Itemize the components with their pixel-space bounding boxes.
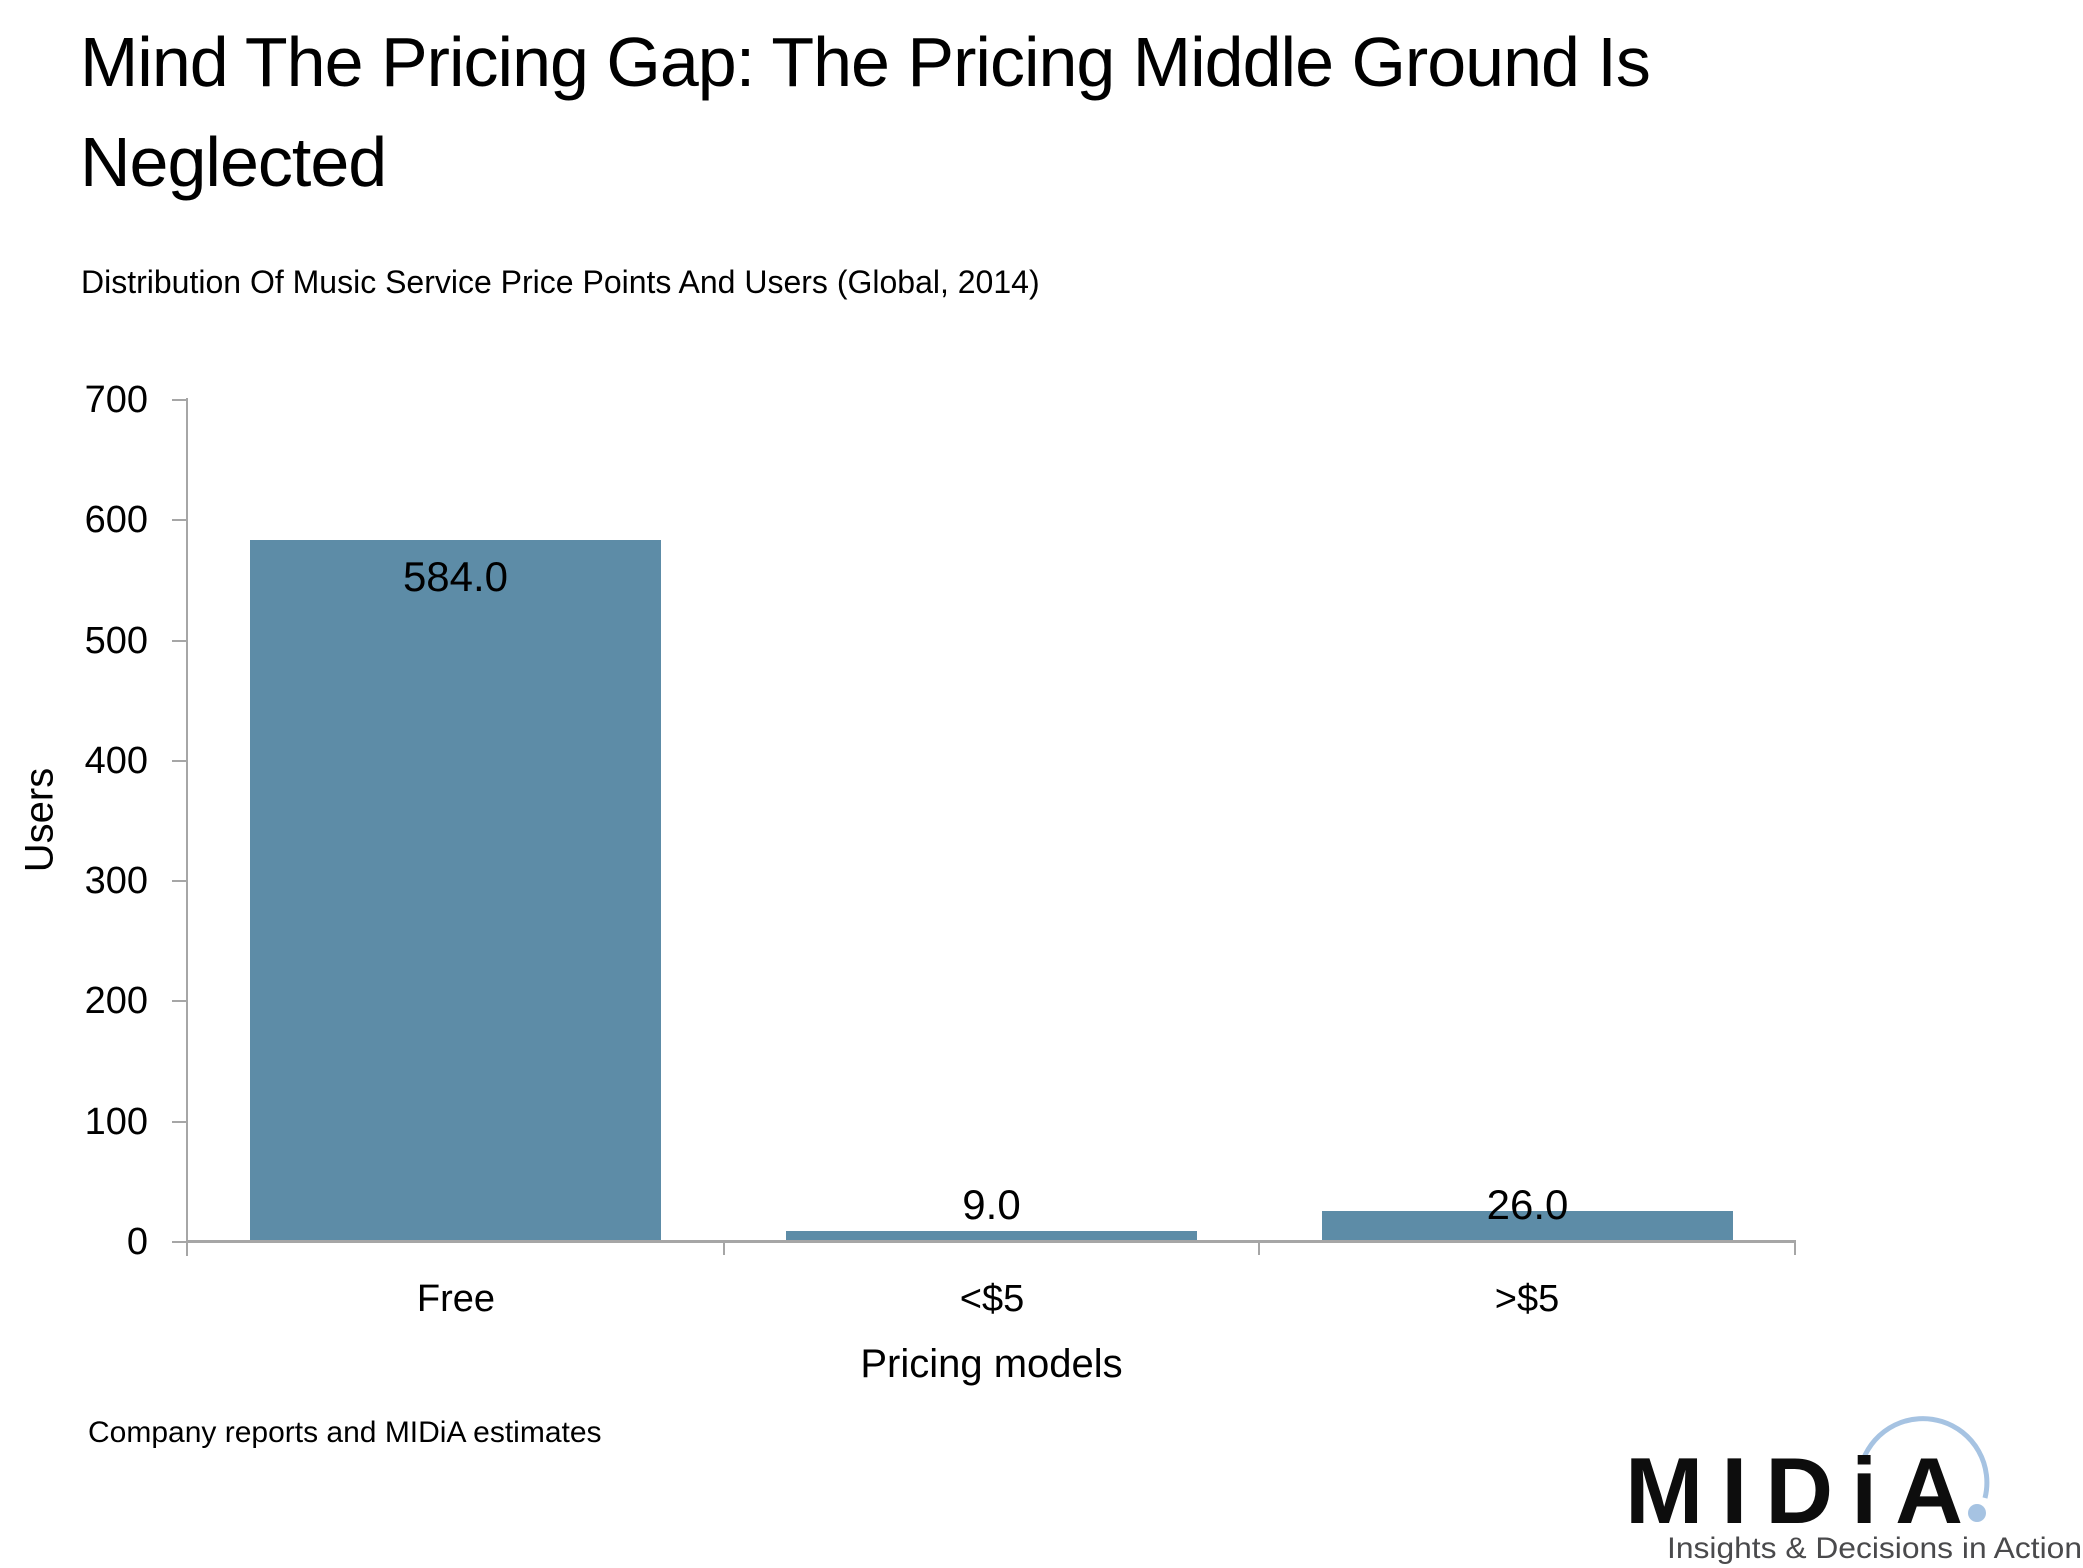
bar-value-label: 9.0 xyxy=(962,1181,1021,1228)
y-axis-tick xyxy=(172,880,186,883)
y-axis-title: Users xyxy=(17,767,62,873)
y-axis-tick-label: 600 xyxy=(84,499,148,542)
x-axis-category-label: >$5 xyxy=(1494,1278,1560,1320)
logo-wordmark: MIDiA xyxy=(1625,1438,1963,1543)
y-axis-tick-label: 700 xyxy=(84,379,148,421)
y-axis-tick xyxy=(172,1241,186,1243)
chart-title: Distribution Of Music Service Price Poin… xyxy=(81,264,1040,300)
x-axis-tick xyxy=(723,1240,725,1255)
bar-value-label: 26.0 xyxy=(1486,1181,1569,1228)
y-axis-tick xyxy=(172,639,186,642)
y-axis-tick xyxy=(172,1000,186,1003)
bar-chart: 0 100 200 300 400 500 600 700 584.0 Free 9.0 <$5 26.… xyxy=(85,379,1796,1386)
bar-value-label: 584.0 xyxy=(402,553,509,600)
page-title-line1: Mind The Pricing Gap: The Pricing Middle… xyxy=(80,23,1651,101)
x-axis-category-label: <$5 xyxy=(959,1278,1025,1320)
midia-logo: MIDiA Insights & Decisions in Action xyxy=(1625,1416,2082,1565)
x-axis-tick xyxy=(1794,1240,1796,1255)
x-axis-tick xyxy=(1258,1240,1260,1255)
y-axis-tick xyxy=(172,399,186,401)
y-axis-tick-label: 500 xyxy=(84,619,148,662)
bar xyxy=(250,540,661,1242)
y-axis-tick-label: 0 xyxy=(126,1221,148,1263)
logo-dot-icon xyxy=(1968,1504,1986,1522)
bar xyxy=(1322,1211,1733,1242)
y-axis-tick xyxy=(172,519,186,522)
y-axis-tick-label: 300 xyxy=(84,860,148,903)
plot-area: 0 100 200 300 400 500 600 700 584.0 Free 9.0 <$5 26.… xyxy=(85,379,1796,1320)
logo-tagline: Insights & Decisions in Action xyxy=(1667,1532,2082,1565)
x-axis-title: Pricing models xyxy=(860,1342,1123,1386)
bar xyxy=(786,1231,1197,1242)
y-axis-tick-label: 100 xyxy=(84,1100,148,1143)
x-axis-line xyxy=(186,1240,1795,1243)
source-note: Company reports and MIDiA estimates xyxy=(88,1416,602,1449)
y-axis-tick xyxy=(172,1120,186,1123)
x-axis-category-label: Free xyxy=(416,1278,496,1320)
y-axis-tick-label: 200 xyxy=(84,980,148,1023)
y-axis-tick xyxy=(172,759,186,762)
y-axis-tick-label: 400 xyxy=(84,739,148,782)
y-axis-line xyxy=(186,398,188,1256)
page-title: Mind The Pricing Gap: The Pricing Middle… xyxy=(80,12,2010,212)
logo-arc-icon xyxy=(1860,1416,1990,1499)
page-title-line2: Neglected xyxy=(80,123,387,201)
